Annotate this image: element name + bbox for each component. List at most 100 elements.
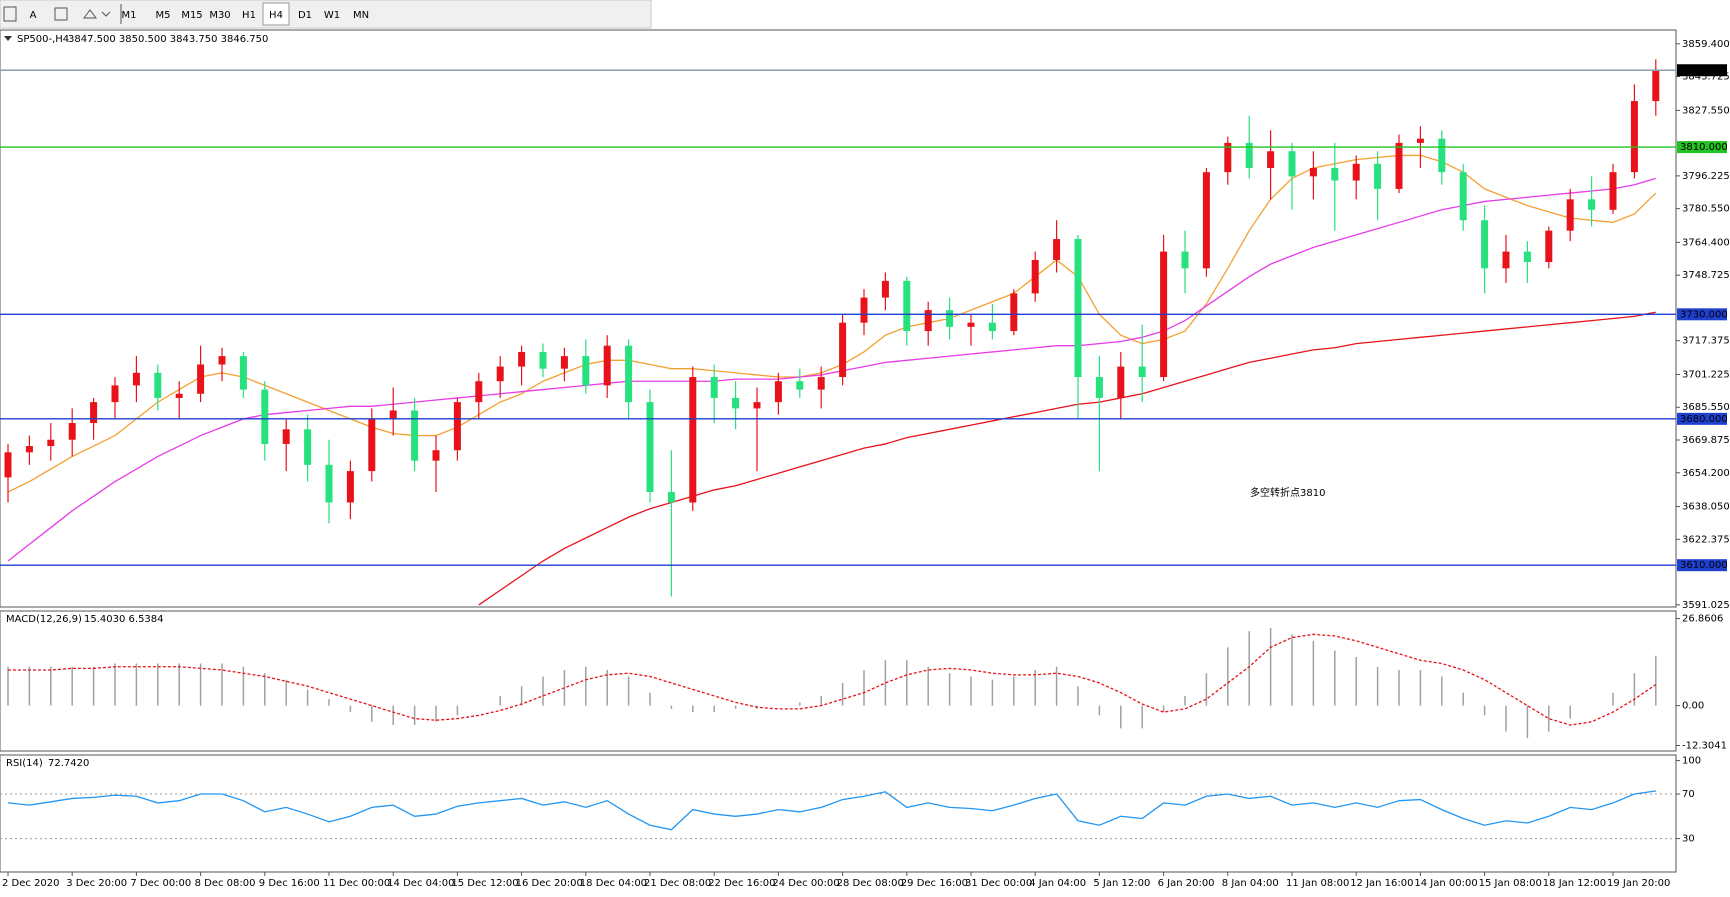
y-tick-label: 3717.375	[1682, 336, 1730, 347]
x-tick-label: 8 Dec 08:00	[195, 878, 256, 889]
x-tick-label: 8 Jan 04:00	[1222, 878, 1279, 889]
candle-body	[218, 356, 226, 365]
candle-body	[1523, 251, 1531, 263]
candle-body	[1138, 366, 1146, 378]
text-label-icon[interactable]	[54, 7, 68, 21]
x-tick-label: 29 Dec 16:00	[901, 878, 968, 889]
x-tick-label: 22 Dec 16:00	[708, 878, 775, 889]
candle-body	[111, 385, 119, 403]
candle-body	[282, 429, 290, 444]
candle-body	[90, 402, 98, 424]
crosshair-icon[interactable]	[3, 6, 17, 22]
y-tick-label: 70	[1682, 789, 1695, 800]
level-label: 3610.000	[1680, 560, 1728, 571]
y-tick-label: 3701.225	[1682, 369, 1730, 380]
candle-body	[1010, 293, 1018, 332]
y-tick-label: 3843.725	[1682, 72, 1730, 83]
y-tick-label: 3780.550	[1682, 204, 1730, 215]
x-tick-label: 31 Dec 00:00	[965, 878, 1032, 889]
y-tick-label: 3685.550	[1682, 402, 1730, 413]
candle-body	[175, 393, 183, 398]
level-label: 3680.000	[1680, 414, 1728, 425]
candle-body	[68, 423, 76, 440]
x-tick-label: 4 Jan 04:00	[1029, 878, 1086, 889]
candle-body	[967, 322, 975, 327]
timeframe-button[interactable]: H1	[242, 10, 256, 21]
ohlc-values: 3847.500 3850.500 3843.750 3846.750	[68, 34, 268, 45]
candle-body	[1267, 151, 1275, 168]
candle-body	[197, 364, 205, 394]
y-tick-label: 3827.550	[1682, 105, 1730, 116]
x-tick-label: 6 Jan 20:00	[1158, 878, 1215, 889]
moving-average	[7, 154, 1657, 493]
candle-body	[1352, 163, 1360, 181]
timeframe-button[interactable]: M15	[181, 10, 202, 21]
y-tick-label: 3796.225	[1682, 171, 1730, 182]
candle-body	[453, 402, 461, 451]
shapes-icon[interactable]	[83, 9, 97, 19]
text-tool[interactable]: A	[30, 10, 37, 21]
candle-body	[304, 429, 312, 465]
rsi-panel	[0, 754, 1677, 873]
candle-body	[1481, 220, 1489, 269]
level-label: 3730.000	[1680, 309, 1728, 320]
candle-body	[903, 280, 911, 332]
candle-body	[1117, 366, 1125, 398]
x-tick-label: 11 Dec 00:00	[323, 878, 390, 889]
timeframe-button[interactable]: W1	[324, 10, 340, 21]
y-tick-label: 3669.875	[1682, 435, 1730, 446]
y-tick-label: 3622.375	[1682, 534, 1730, 545]
toolbar-icons	[3, 4, 122, 24]
candle-body	[1395, 142, 1403, 189]
candle-body	[1224, 142, 1232, 173]
candle-body	[924, 310, 932, 332]
candle-body	[988, 322, 996, 332]
x-tick-label: 15 Dec 12:00	[451, 878, 518, 889]
candle-body	[539, 351, 547, 369]
candle-body	[1245, 142, 1253, 168]
candle-body	[1545, 230, 1553, 263]
candle-body	[946, 310, 954, 327]
candle-body	[1031, 259, 1039, 294]
candle-body	[860, 297, 868, 323]
x-tick-label: 12 Jan 16:00	[1350, 878, 1413, 889]
candle-body	[796, 381, 804, 390]
y-tick-label: 3764.400	[1682, 237, 1730, 248]
candle-body	[1566, 199, 1574, 231]
candle-body	[389, 410, 397, 419]
x-tick-label: 18 Dec 04:00	[580, 878, 647, 889]
candle-body	[1459, 172, 1467, 221]
candle-body	[132, 372, 140, 386]
rsi-title: RSI(14)	[6, 758, 43, 769]
timeframe-button[interactable]: M5	[156, 10, 171, 21]
candle-body	[1095, 377, 1103, 398]
y-tick-label: -12.3041	[1682, 741, 1727, 752]
candle-body	[154, 372, 162, 398]
candle-body	[1652, 69, 1660, 102]
y-tick-label: 3654.200	[1682, 468, 1730, 479]
dropdown-icon[interactable]	[101, 11, 111, 17]
level-label: 3810.000	[1680, 142, 1728, 153]
candle-body	[346, 471, 354, 503]
collapse-arrow[interactable]	[4, 36, 12, 41]
y-tick-label: 3591.025	[1682, 600, 1730, 611]
candle-body	[4, 452, 12, 478]
timeframe-button[interactable]: MN	[353, 10, 369, 21]
candle-body	[689, 377, 697, 503]
x-tick-label: 28 Dec 08:00	[837, 878, 904, 889]
candle-body	[774, 381, 782, 403]
candle-body	[1309, 167, 1317, 177]
candle-body	[839, 322, 847, 378]
timeframe-button[interactable]: D1	[298, 10, 312, 21]
timeframe-button[interactable]: M30	[209, 10, 230, 21]
level-box	[1677, 141, 1727, 154]
x-tick-label: 2 Dec 2020	[2, 878, 60, 889]
timeframe-button[interactable]: H4	[269, 10, 283, 21]
timeframe-button[interactable]: M1	[122, 10, 137, 21]
candle-body	[560, 356, 568, 369]
candle-body	[881, 280, 889, 298]
candle-body	[1053, 239, 1061, 260]
x-tick-label: 5 Jan 12:00	[1093, 878, 1150, 889]
